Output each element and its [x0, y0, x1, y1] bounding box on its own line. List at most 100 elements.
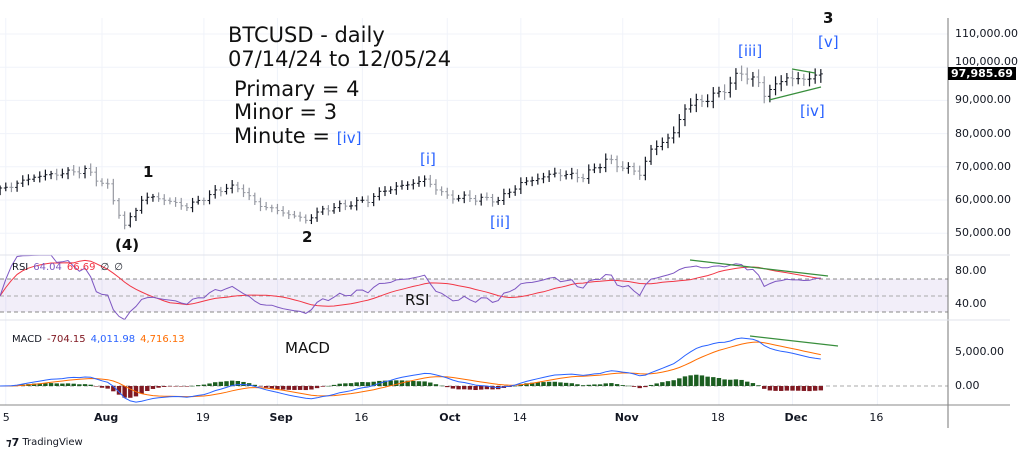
macd-histogram-bar	[790, 386, 795, 391]
price-tick: 70,000.00	[955, 159, 1011, 173]
macd-histogram-bar	[263, 386, 269, 388]
macd-line	[0, 337, 821, 403]
tradingview-logo[interactable]: ⁊7 TradingView	[6, 436, 83, 449]
macd-histogram-bar	[314, 386, 320, 389]
ohlc-bar	[122, 211, 127, 230]
ohlc-bar	[569, 167, 574, 180]
rsi-na-1: ∅	[100, 262, 110, 273]
wave-label-iv[interactable]: [iv]	[800, 102, 825, 120]
macd-histogram-bar	[592, 384, 597, 386]
macd-histogram-bar	[167, 386, 173, 387]
ohlc-bar	[60, 168, 65, 179]
wave-label-i[interactable]: [i]	[420, 150, 436, 168]
macd-divergence-line[interactable]	[749, 335, 839, 347]
ohlc-bar	[473, 194, 478, 206]
macd-histogram-bar	[671, 380, 676, 386]
wave-label-1[interactable]: 1	[143, 163, 154, 181]
macd-histogram-bar	[382, 380, 388, 386]
minor-count: Minor = 3	[234, 100, 338, 124]
wave-label-v[interactable]: [v]	[818, 33, 839, 51]
macd-histogram-bar	[745, 381, 750, 386]
ohlc-bar	[332, 203, 337, 214]
ohlc-bar	[479, 193, 484, 206]
wave-label-ii[interactable]: [ii]	[490, 213, 511, 231]
macd-histogram-bar	[762, 386, 767, 389]
wave-label-2[interactable]: 2	[302, 228, 313, 246]
rsi-divergence-line[interactable]	[689, 259, 829, 277]
macd-histogram-bar	[682, 376, 688, 386]
macd-histogram-bar	[235, 380, 241, 386]
ohlc-bar	[383, 186, 387, 197]
ohlc-bar	[94, 166, 99, 187]
ohlc-bar	[298, 211, 303, 222]
price-tick: 50,000.00	[955, 226, 1011, 240]
macd-histogram-bar	[795, 386, 801, 391]
rsi-line	[0, 254, 821, 321]
ohlc-bar	[54, 168, 59, 181]
macd-legend[interactable]: MACD -704.15 4,011.98 4,716.13	[12, 334, 190, 345]
ohlc-bar	[77, 166, 82, 179]
ohlc-bar	[224, 183, 229, 195]
wave-label-iii[interactable]: [iii]	[738, 42, 763, 60]
ohlc-bar	[388, 186, 393, 194]
macd-histogram-bar	[773, 386, 778, 391]
macd-histogram-bar	[575, 384, 580, 386]
macd-histogram-bar	[558, 382, 563, 386]
ohlc-bar	[428, 174, 433, 188]
macd-histogram-bar	[65, 383, 71, 386]
ohlc-bar	[728, 76, 733, 98]
ohlc-bar	[399, 180, 404, 190]
ohlc-bar	[716, 86, 721, 98]
triangle-lower-line[interactable]	[768, 86, 822, 101]
last-price-label: 97,985.69	[948, 67, 1016, 80]
ohlc-bar	[422, 175, 427, 187]
macd-signal-value: 4,716.13	[140, 334, 185, 345]
price-tick: 80,000.00	[955, 126, 1011, 140]
macd-histogram-bar	[105, 386, 110, 389]
macd-histogram-bar	[450, 386, 456, 389]
macd-histogram-bar	[37, 383, 42, 386]
macd-histogram-bar	[326, 385, 331, 387]
macd-histogram-bar	[201, 384, 207, 386]
ohlc-bar	[705, 94, 710, 108]
ohlc-bar	[184, 203, 189, 212]
ohlc-bar	[43, 169, 48, 181]
rsi-pane-label: RSI	[405, 291, 430, 309]
ohlc-bar	[309, 214, 314, 225]
ohlc-bar	[360, 196, 365, 203]
ohlc-bar	[699, 94, 704, 107]
ohlc-bar	[541, 172, 546, 184]
macd-histogram-bar	[637, 386, 642, 389]
ohlc-bar	[813, 68, 818, 84]
macd-hist-value: -704.15	[46, 334, 86, 345]
ohlc-bar	[677, 114, 682, 138]
ohlc-bar	[179, 197, 184, 210]
macd-histogram-bar	[71, 383, 76, 386]
rsi-legend[interactable]: RSI 64.04 66.69 ∅ ∅	[12, 262, 128, 273]
ohlc-bar	[37, 171, 42, 183]
triangle-upper-line[interactable]	[791, 68, 816, 74]
macd-histogram-bar	[331, 384, 337, 386]
ohlc-bar	[796, 72, 801, 85]
macd-histogram-bar	[422, 381, 427, 386]
macd-histogram-bar	[818, 386, 824, 391]
macd-histogram-bar	[388, 380, 393, 386]
ohlc-bar	[632, 162, 637, 176]
wave-label-3[interactable]: 3	[823, 9, 834, 27]
ohlc-bar	[9, 182, 14, 193]
macd-histogram-bar	[179, 386, 184, 387]
ohlc-bar	[201, 197, 206, 206]
time-tick: 14	[512, 411, 527, 424]
macd-histogram-bar	[552, 381, 557, 386]
macd-histogram-bar	[733, 379, 739, 386]
ohlc-bar	[366, 195, 371, 208]
rsi-tick: 40.00	[955, 297, 987, 310]
wave-label-primary-4[interactable]: (4)	[115, 236, 140, 254]
ohlc-bar	[111, 178, 116, 205]
ohlc-bar	[688, 98, 693, 113]
ohlc-bar	[150, 193, 155, 202]
macd-histogram-bar	[609, 383, 614, 386]
macd-histogram-bar	[699, 375, 705, 386]
macd-histogram-bar	[524, 383, 529, 386]
